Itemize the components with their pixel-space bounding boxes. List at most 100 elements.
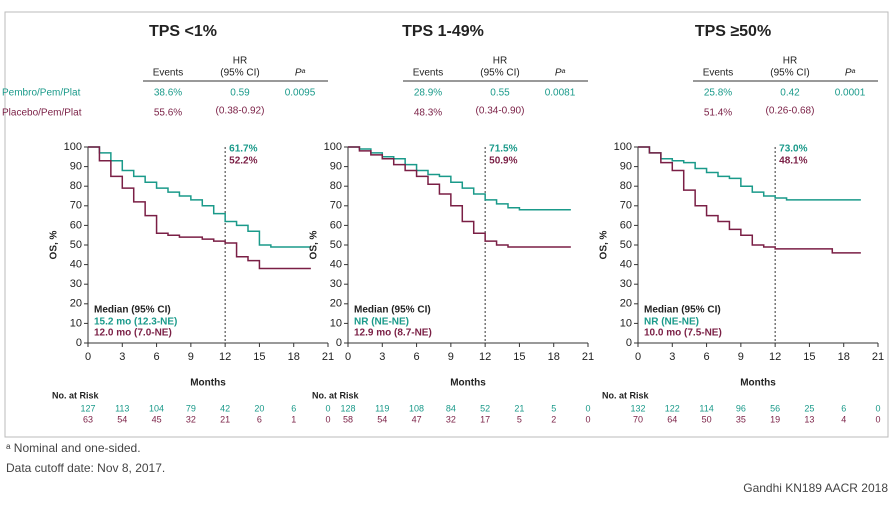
x-tick-label: 18: [548, 351, 560, 363]
x-tick-label: 0: [635, 351, 641, 363]
y-tick-label: 20: [70, 298, 82, 310]
at-risk-count: 25: [804, 403, 814, 413]
events: 38.6%: [154, 88, 182, 99]
events: 55.6%: [154, 108, 182, 119]
at-risk-count: 6: [291, 403, 296, 413]
x-tick-label: 6: [414, 351, 420, 363]
at-risk-count: 19: [770, 414, 780, 424]
at-risk-count: 122: [665, 403, 680, 413]
table-header: (95% CI): [220, 68, 259, 79]
at-risk-count: 54: [117, 414, 127, 424]
y-tick-label: 30: [70, 278, 82, 290]
y-tick-label: 40: [330, 259, 342, 271]
table-header: Events: [703, 68, 734, 79]
table-header: (95% CI): [480, 68, 519, 79]
table-header: Pᵃ: [555, 68, 566, 79]
at-risk-count: 56: [770, 403, 780, 413]
survival-curve: [638, 146, 861, 254]
table-header: Events: [153, 68, 184, 79]
x-tick-label: 0: [345, 351, 351, 363]
y-tick-label: 50: [70, 239, 82, 251]
x-axis-label: Months: [740, 378, 776, 389]
annotation: 73.0%: [779, 144, 807, 155]
x-tick-label: 15: [253, 351, 265, 363]
at-risk-count: 5: [551, 403, 556, 413]
events: 25.8%: [704, 88, 732, 99]
y-tick-label: 70: [620, 200, 632, 212]
survival-curve: [348, 146, 571, 248]
at-risk-count: 84: [446, 403, 456, 413]
table-header: HR: [233, 56, 247, 67]
at-risk-count: 127: [80, 403, 95, 413]
y-tick-label: 100: [324, 141, 342, 153]
hr: 0.55: [490, 88, 510, 99]
median-title: Median (95% CI): [644, 305, 721, 316]
y-tick-label: 50: [620, 239, 632, 251]
at-risk-count: 104: [149, 403, 164, 413]
x-tick-label: 12: [769, 351, 781, 363]
y-tick-label: 20: [330, 298, 342, 310]
row-label: Placebo/Pem/Plat: [2, 108, 82, 119]
frame: [4, 11, 889, 438]
at-risk-count: 2: [551, 414, 556, 424]
survival-curve: [88, 146, 311, 248]
at-risk-label: No. at Risk: [52, 390, 100, 400]
at-risk-count: 113: [115, 403, 129, 413]
row-label: Pembro/Pem/Plat: [2, 88, 81, 99]
y-tick-label: 30: [330, 278, 342, 290]
at-risk-count: 0: [875, 403, 880, 413]
y-tick-label: 90: [330, 161, 342, 173]
x-tick-label: 15: [513, 351, 525, 363]
median-title: Median (95% CI): [354, 305, 431, 316]
at-risk-label: No. at Risk: [602, 390, 650, 400]
at-risk-count: 96: [736, 403, 746, 413]
y-tick-label: 10: [330, 317, 342, 329]
y-tick-label: 10: [70, 317, 82, 329]
x-tick-label: 18: [288, 351, 300, 363]
table-header: Pᵃ: [845, 68, 856, 79]
at-risk-count: 0: [875, 414, 880, 424]
x-tick-label: 9: [448, 351, 454, 363]
x-tick-label: 6: [704, 351, 710, 363]
median-line: 10.0 mo (7.5-NE): [644, 328, 722, 339]
at-risk-count: 42: [220, 403, 230, 413]
at-risk-count: 132: [630, 403, 645, 413]
y-tick-label: 70: [70, 200, 82, 212]
y-tick-label: 0: [626, 337, 632, 349]
at-risk-count: 13: [804, 414, 814, 424]
x-tick-label: 0: [85, 351, 91, 363]
p-value: 0.0001: [835, 88, 866, 99]
y-tick-label: 0: [336, 337, 342, 349]
at-risk-count: 20: [254, 403, 264, 413]
x-tick-label: 18: [838, 351, 850, 363]
x-tick-label: 3: [119, 351, 125, 363]
at-risk-count: 79: [186, 403, 196, 413]
at-risk-count: 0: [585, 403, 590, 413]
at-risk-count: 21: [220, 414, 230, 424]
hr-ci: (0.38-0.92): [216, 106, 265, 117]
at-risk-count: 17: [480, 414, 490, 424]
panel-title: TPS 1-49%: [402, 23, 484, 40]
at-risk-count: 50: [702, 414, 712, 424]
events: 51.4%: [704, 108, 732, 119]
y-tick-label: 20: [620, 298, 632, 310]
x-axis-label: Months: [450, 378, 486, 389]
y-tick-label: 80: [330, 180, 342, 192]
y-tick-label: 100: [64, 141, 82, 153]
p-value: 0.0081: [545, 88, 576, 99]
y-tick-label: 60: [70, 219, 82, 231]
footnote: ᵃ Nominal and one-sided.: [6, 441, 141, 455]
y-tick-label: 90: [620, 161, 632, 173]
at-risk-label: No. at Risk: [312, 390, 360, 400]
table-header: (95% CI): [770, 68, 809, 79]
at-risk-count: 1: [291, 414, 296, 424]
events: 28.9%: [414, 88, 442, 99]
median-line: 12.0 mo (7.0-NE): [94, 328, 172, 339]
y-tick-label: 90: [70, 161, 82, 173]
table-header: Pᵃ: [295, 68, 306, 79]
y-tick-label: 30: [620, 278, 632, 290]
at-risk-count: 6: [841, 403, 846, 413]
at-risk-count: 119: [375, 403, 389, 413]
